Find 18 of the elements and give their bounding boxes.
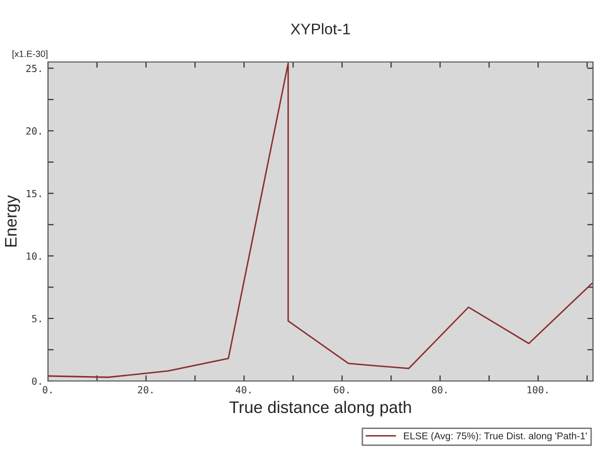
x-axis-title: True distance along path: [229, 400, 411, 416]
chart-title: XYPlot-1: [290, 23, 350, 34]
y-tick-label: 25.: [26, 64, 41, 72]
x-tick-label: 0.: [42, 386, 52, 394]
text: [x1.E-30]: [12, 50, 48, 59]
y-tick-label: 0.: [32, 378, 41, 385]
line-series: [48, 62, 593, 378]
y-tick-label: 15.: [26, 190, 41, 198]
legend-label: ELSE (Avg: 75%): True Dist. along 'Path-1': [404, 432, 587, 442]
y-tick-label: 5.: [32, 315, 41, 322]
x-tick-label: 20.: [138, 386, 152, 394]
x-tick-label: 40.: [236, 386, 250, 394]
y-tick-label: 20.: [26, 127, 41, 135]
y-axis-title: Energy: [5, 195, 20, 247]
x-tick-label: 100.: [528, 386, 548, 394]
y-tick-label: 10.: [26, 252, 41, 260]
x-tick-label: 80.: [432, 386, 447, 394]
x-tick-label: 60.: [334, 386, 349, 394]
